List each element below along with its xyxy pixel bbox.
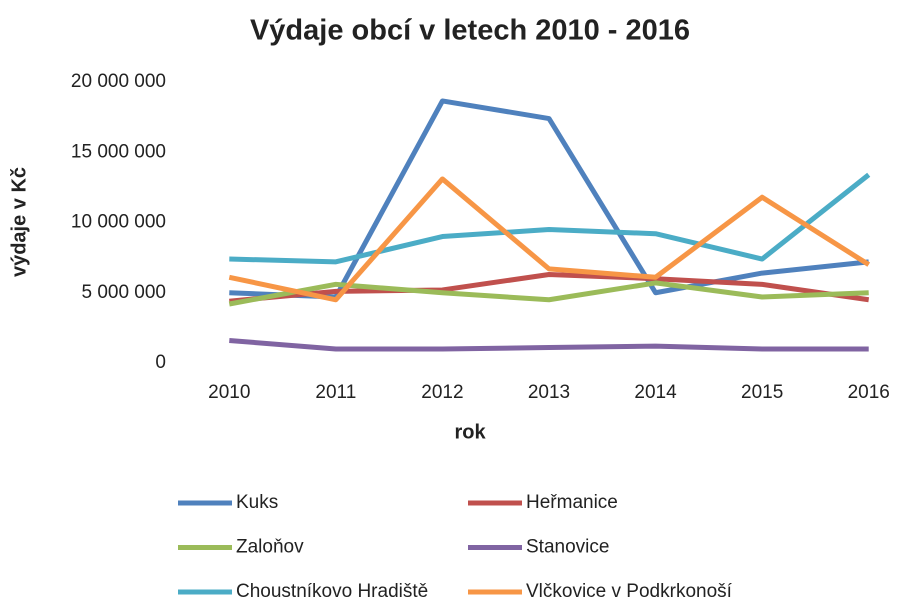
y-tick-label: 10 000 000	[71, 212, 166, 233]
y-tick-label: 5 000 000	[81, 282, 166, 303]
x-tick-label: 2014	[634, 382, 677, 403]
legend-label: Heřmanice	[526, 492, 618, 513]
x-tick-label: 2016	[848, 382, 890, 403]
y-axis-title: výdaje v Kč	[8, 167, 30, 277]
x-axis-title: rok	[454, 421, 486, 443]
legend-label: Vlčkovice v Podkrkonoší	[526, 581, 733, 602]
legend-label: Zaloňov	[236, 537, 304, 558]
y-tick-label: 0	[155, 352, 166, 373]
series-line	[229, 338, 869, 352]
legend-label: Stanovice	[526, 537, 609, 558]
y-tick-label: 20 000 000	[71, 71, 166, 92]
x-tick-label: 2012	[421, 382, 463, 403]
x-tick-label: 2013	[528, 382, 570, 403]
x-tick-label: 2010	[208, 382, 250, 403]
x-tick-label: 2011	[315, 382, 356, 403]
series-line	[228, 176, 871, 303]
series-line	[228, 280, 869, 307]
series-line	[229, 172, 871, 265]
legend-label: Kuks	[236, 492, 278, 513]
y-tick-label: 15 000 000	[71, 141, 166, 162]
chart-title: Výdaje obcí v letech 2010 - 2016	[250, 15, 690, 47]
series-line	[229, 271, 870, 304]
x-tick-label: 2015	[741, 382, 783, 403]
legend-label: Choustníkovo Hradiště	[236, 581, 428, 602]
